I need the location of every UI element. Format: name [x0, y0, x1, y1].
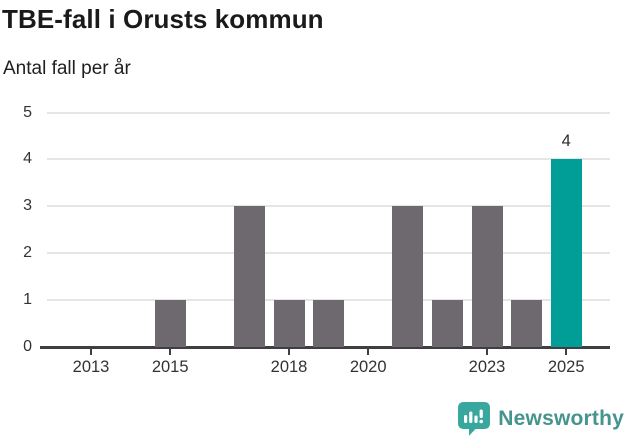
gridline-y2: [47, 252, 610, 255]
x-axis-tick-2025: [565, 349, 568, 355]
y-axis-label-1: 1: [23, 291, 32, 309]
x-axis-line: [40, 346, 610, 349]
y-axis-label-2: 2: [23, 244, 32, 262]
bar-2024: [511, 300, 543, 347]
x-axis-label-2025: 2025: [547, 358, 585, 376]
y-axis-label-0: 0: [23, 338, 32, 355]
bar-2017: [233, 206, 265, 347]
y-axis-label-3: 3: [23, 197, 32, 215]
x-axis-label-2018: 2018: [270, 358, 308, 376]
bar-value-label-2025: 4: [561, 132, 571, 151]
chart-title: TBE-fall i Orusts kommun: [2, 4, 324, 34]
x-axis-label-2015: 2015: [151, 358, 189, 376]
bar-2022: [431, 300, 463, 347]
newsworthy-logo-icon: [458, 401, 491, 436]
bar-2023: [471, 206, 503, 347]
gridline-y4: [47, 158, 610, 161]
bar-2018: [273, 300, 305, 347]
x-axis-label-2020: 2020: [349, 358, 387, 376]
x-axis-label-2023: 2023: [468, 358, 506, 376]
brand-name: Newsworthy: [498, 406, 624, 430]
bar-2019: [313, 300, 345, 347]
y-axis-label-4: 4: [23, 150, 32, 168]
brand-footer: Newsworthy: [458, 401, 624, 436]
bar-2025: [550, 159, 582, 347]
x-axis-tick-2015: [169, 349, 172, 355]
bar-2021: [392, 206, 424, 347]
x-axis-label-2013: 2013: [72, 358, 110, 376]
gridline-y3: [47, 205, 610, 208]
bar-2015: [154, 300, 186, 347]
gridline-y5: [47, 111, 610, 114]
x-axis-tick-2013: [90, 349, 92, 355]
x-axis-tick-2018: [288, 349, 290, 355]
chart-subtitle: Antal fall per år: [3, 58, 131, 79]
y-axis-label-5: 5: [23, 103, 32, 121]
x-axis-tick-2023: [486, 349, 488, 355]
x-axis-tick-2020: [367, 349, 370, 355]
